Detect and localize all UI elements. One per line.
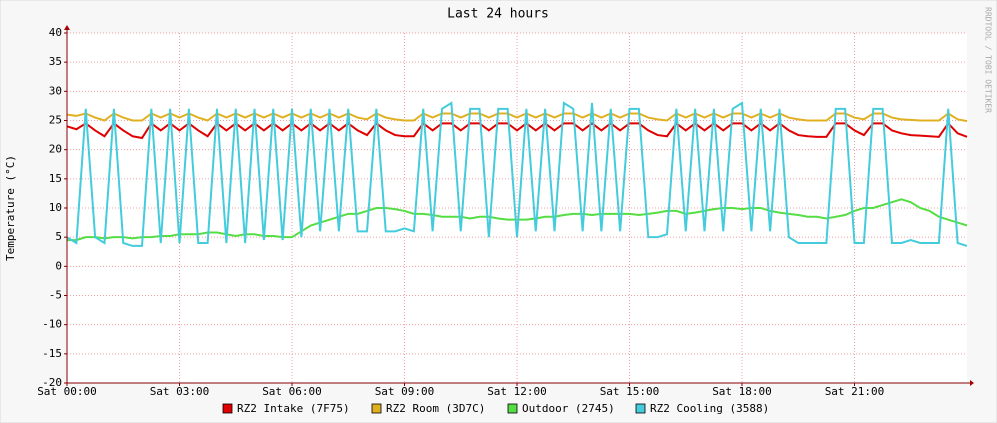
- legend-swatch: [222, 403, 233, 414]
- y-tick-label: 10: [49, 201, 62, 214]
- grid: [64, 32, 967, 386]
- series-lines: [66, 101, 968, 247]
- y-tick-label: 0: [55, 259, 62, 272]
- legend: RZ2 Intake (7F75) RZ2 Room (3D7C) Outdoor …: [222, 402, 769, 415]
- y-axis-arrow: [64, 25, 70, 30]
- legend-swatch: [507, 403, 518, 414]
- series-line: [66, 101, 968, 247]
- y-tick-label: -20: [42, 376, 62, 389]
- legend-swatch: [635, 403, 646, 414]
- y-tick-label: -10: [42, 318, 62, 331]
- y-tick-label: 40: [49, 26, 62, 39]
- y-tick-label: -5: [49, 289, 62, 302]
- y-tick-label: 20: [49, 143, 62, 156]
- y-tick-label: 30: [49, 84, 62, 97]
- series-line: [67, 198, 968, 242]
- x-tick-label: Sat 09:00: [375, 385, 435, 398]
- legend-swatch: [371, 403, 382, 414]
- x-tick-label: Sat 21:00: [825, 385, 885, 398]
- x-tick-label: Sat 00:00: [37, 385, 97, 398]
- x-tick-label: Sat 06:00: [262, 385, 322, 398]
- y-tick-label: 25: [49, 114, 62, 127]
- legend-label: RZ2 Cooling (3588): [650, 402, 769, 415]
- x-tick-label: Sat 18:00: [712, 385, 772, 398]
- x-axis-arrow: [970, 380, 974, 386]
- x-tick-label: Sat 03:00: [150, 385, 210, 398]
- legend-label: RZ2 Intake (7F75): [237, 402, 350, 415]
- y-tick-label: 35: [49, 55, 62, 68]
- legend-label: Outdoor (2745): [522, 402, 615, 415]
- y-tick-label: -15: [42, 347, 62, 360]
- chart-title: Last 24 hours: [447, 7, 549, 22]
- y-axis-label: Temperature (°C): [4, 155, 17, 261]
- legend-label: RZ2 Room (3D7C): [386, 402, 485, 415]
- x-tick-label: Sat 15:00: [600, 385, 660, 398]
- series-line: [66, 121, 968, 140]
- watermark: RRDTOOL / TOBI OETIKER: [984, 7, 993, 113]
- x-tick-label: Sat 12:00: [487, 385, 547, 398]
- y-tick-label: 15: [49, 172, 62, 185]
- y-tick-label: 5: [55, 230, 62, 243]
